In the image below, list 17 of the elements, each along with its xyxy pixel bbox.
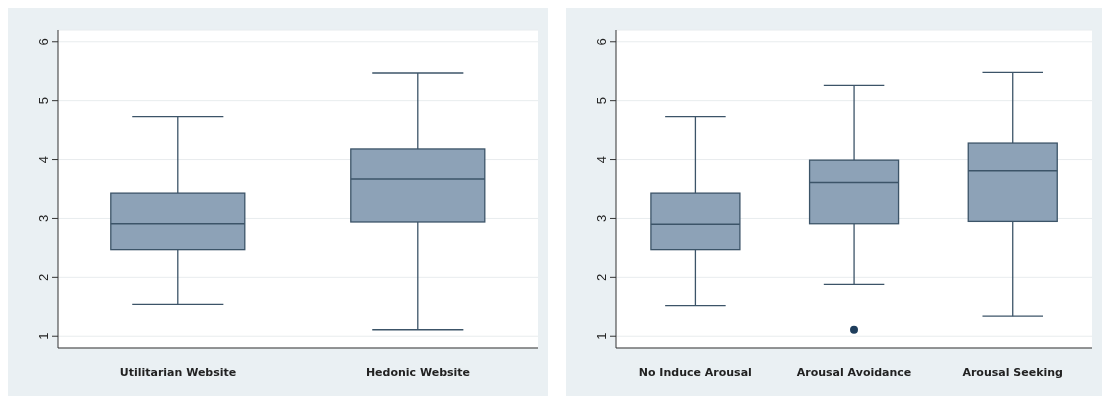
y-tick-label: 6 [36,38,51,46]
x-tick-label: Arousal Seeking [962,365,1063,379]
y-tick-label: 5 [594,97,609,105]
y-tick-label: 2 [594,273,609,281]
x-tick-label: Utilitarian Website [119,365,237,379]
y-tick-label: 5 [36,97,51,105]
y-tick-label: 4 [36,155,51,164]
x-tick-label: Hedonic Website [365,365,471,379]
y-tick-label: 1 [36,332,51,340]
y-tick-label: 1 [594,332,609,340]
y-tick-label: 4 [594,155,609,164]
y-tick-label: 3 [36,214,51,223]
x-tick-label: No Induce Arousal [638,365,752,379]
y-tick-label: 2 [36,273,51,281]
x-tick-label: Arousal Avoidance [796,365,912,379]
y-tick-label: 3 [594,214,609,223]
y-tick-label: 6 [594,38,609,46]
